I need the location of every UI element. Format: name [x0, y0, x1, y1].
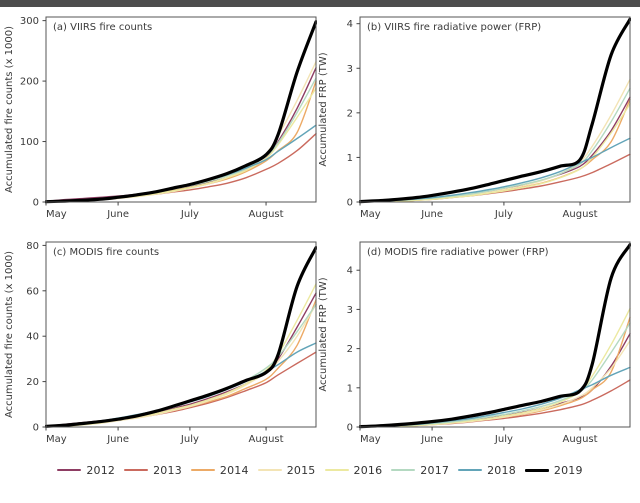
window-top-bar: [0, 0, 640, 7]
legend-swatch-2019: [524, 468, 549, 472]
panel-a-lines: [45, 20, 317, 204]
legend-swatch-2016: [324, 469, 349, 471]
panel-title-c: (c) MODIS fire counts: [53, 247, 159, 258]
legend-label-2016: 2016: [353, 463, 383, 477]
x-tick-label: July: [180, 434, 199, 445]
panel-c-lines: [45, 246, 317, 428]
y-tick-label: 0: [347, 198, 353, 209]
series-line-2012: [45, 67, 317, 203]
panel-b: 0 1 2 3 4 May June July August (b) VIIRS fire rad…: [318, 16, 631, 220]
axes-frame: [359, 241, 631, 428]
legend-swatch-2013: [124, 469, 149, 471]
y-axis-label-a: Accumulated fire counts (x 1000): [4, 26, 15, 193]
figure-canvas: 0 100 200 300 May June July August (a) VIIRS fir…: [0, 7, 640, 503]
legend-swatch-2014: [190, 469, 215, 471]
y-tick-label: 3: [347, 64, 353, 75]
legend-item-2015: 2015: [257, 463, 316, 477]
legend-item-2017: 2017: [391, 464, 449, 477]
legend-swatch-2012: [57, 469, 82, 471]
series-line-2019: [45, 20, 317, 204]
x-tick-label: August: [249, 209, 284, 220]
legend-swatch-2017: [391, 469, 416, 471]
legend-item-2018: 2018: [458, 464, 516, 477]
y-tick-label: 2: [347, 108, 353, 119]
legend-label-2019: 2019: [553, 463, 583, 477]
axes-frame: [45, 241, 317, 428]
x-tick-label: June: [106, 434, 129, 445]
legend-label-2017: 2017: [420, 463, 450, 477]
series-line-2019: [359, 17, 631, 204]
x-tick-label: May: [360, 209, 381, 220]
y-tick-label: 3: [347, 305, 353, 316]
series-line-2017: [359, 87, 631, 203]
legend-item-2019: 2019: [524, 463, 583, 477]
y-tick-label: 40: [26, 332, 39, 343]
panel-d-lines: [359, 243, 631, 429]
panel-title-d: (d) MODIS fire radiative power (FRP): [367, 247, 549, 258]
panel-c: 0 20 40 60 80 May June July August (c) MODIS fire…: [4, 241, 317, 445]
y-tick-label: 0: [33, 198, 39, 209]
series-line-2019: [45, 246, 317, 428]
legend-label-2015: 2015: [286, 463, 316, 477]
panel-title-b: (b) VIIRS fire radiative power (FRP): [367, 22, 541, 33]
y-tick-label: 60: [26, 286, 39, 297]
x-tick-label: July: [180, 209, 199, 220]
y-tick-label: 0: [347, 423, 353, 434]
y-tick-label: 100: [20, 137, 39, 148]
y-tick-label: 300: [20, 16, 39, 27]
legend-item-2012: 2012: [57, 464, 115, 477]
y-axis-label-b: Accumulated FRP (TW): [318, 52, 329, 166]
x-tick-label: May: [46, 434, 67, 445]
y-axis-label-c: Accumulated fire counts (x 1000): [4, 251, 15, 418]
x-tick-label: August: [563, 434, 598, 445]
x-tick-label: July: [494, 209, 513, 220]
legend-label-2013: 2013: [153, 463, 182, 477]
series-line-2013: [359, 379, 631, 428]
y-tick-label: 2: [347, 344, 353, 355]
x-tick-label: June: [106, 209, 129, 220]
x-tick-label: August: [249, 434, 284, 445]
legend-item-2013: 2013: [124, 464, 182, 477]
x-tick-label: May: [46, 209, 67, 220]
x-tick-label: August: [563, 209, 598, 220]
series-line-2018: [45, 342, 317, 427]
y-tick-label: 4: [347, 266, 353, 277]
y-tick-label: 80: [26, 241, 39, 252]
x-tick-label: July: [494, 434, 513, 445]
axes-frame: [45, 16, 317, 203]
x-tick-label: June: [420, 434, 443, 445]
x-tick-label: June: [420, 209, 443, 220]
legend-label-2018: 2018: [487, 463, 516, 477]
y-tick-label: 1: [347, 383, 353, 394]
axes-frame: [359, 16, 631, 203]
legend-label-2014: 2014: [219, 463, 249, 477]
panel-title-a: (a) VIIRS fire counts: [53, 22, 152, 33]
legend-swatch-2018: [458, 469, 483, 471]
x-tick-label: May: [360, 434, 381, 445]
legend-swatch-2015: [257, 469, 282, 471]
series-line-2015: [45, 61, 317, 203]
legend-label-2012: 2012: [86, 463, 116, 477]
panel-d: 0 1 2 3 4 May June July August (d) MODIS fire rad…: [318, 241, 631, 445]
legend-item-2014: 2014: [190, 463, 249, 477]
panel-a: 0 100 200 300 May June July August (a) VIIRS fir…: [4, 16, 317, 220]
y-tick-label: 200: [20, 77, 39, 88]
panel-b-lines: [359, 17, 631, 204]
series-line-2019: [359, 243, 631, 429]
y-axis-label-d: Accumulated FRP (TW): [318, 277, 329, 391]
series-line-2016: [359, 307, 631, 428]
y-tick-label: 1: [347, 153, 353, 164]
series-line-2016: [359, 103, 631, 203]
y-tick-label: 0: [33, 423, 39, 434]
legend-item-2016: 2016: [324, 463, 383, 477]
legend: 2012 2013 2014 2015 2016 2017 2018 2019: [0, 460, 640, 480]
y-tick-label: 4: [347, 19, 353, 30]
y-tick-label: 20: [26, 377, 39, 388]
